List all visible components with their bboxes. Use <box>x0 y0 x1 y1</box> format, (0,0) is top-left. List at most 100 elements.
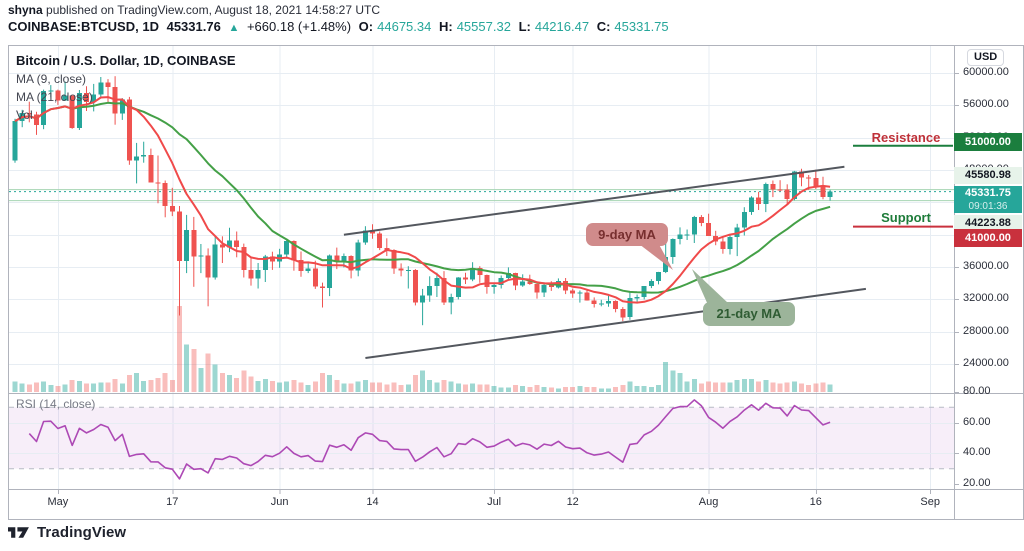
time-tick-label: 12 <box>566 496 579 508</box>
currency-unit-button[interactable]: USD <box>967 49 1005 66</box>
volume-bar <box>613 386 619 392</box>
volume-bar <box>813 383 819 392</box>
candle-body <box>91 94 97 103</box>
ma9-callout[interactable]: 9-day MA <box>586 223 668 246</box>
candle-body <box>570 290 576 294</box>
volume-bar <box>684 381 690 392</box>
candle-body <box>463 277 468 280</box>
chart-legend: Bitcoin / U.S. Dollar, 1D, COINBASE MA (… <box>16 52 236 124</box>
volume-bar <box>634 386 640 392</box>
volume-bar <box>827 384 833 392</box>
trendline-upper[interactable] <box>343 165 845 236</box>
volume-bar <box>291 380 297 392</box>
volume-bar <box>141 380 147 392</box>
candle-body <box>749 197 754 213</box>
candle-body <box>827 191 833 197</box>
candle-body <box>520 281 526 286</box>
volume-bar <box>541 386 547 392</box>
volume-bar <box>84 383 89 392</box>
volume-bar <box>548 387 554 392</box>
candle-body <box>212 244 218 278</box>
volume-bar <box>26 384 32 392</box>
candles-layer <box>12 76 833 326</box>
candle-body <box>477 267 483 275</box>
volume-bar <box>148 380 154 392</box>
candle-body <box>741 212 747 228</box>
legend-ma21[interactable]: MA (21, close) <box>16 90 93 104</box>
candle-body <box>656 271 661 282</box>
trendline-lower[interactable] <box>365 287 867 359</box>
volume-bar <box>791 381 797 392</box>
volume-bar <box>12 381 18 392</box>
volume-bar <box>555 388 561 392</box>
up-arrow-icon: ▲ <box>228 22 240 34</box>
chart-frame: Bitcoin / U.S. Dollar, 1D, COINBASE MA (… <box>8 45 1024 520</box>
candle-body <box>320 286 325 289</box>
high-label: H: <box>438 19 453 34</box>
candle-body <box>191 229 197 257</box>
candle-body <box>34 114 39 126</box>
volume-bar <box>763 380 769 392</box>
open-label: O: <box>358 19 374 34</box>
volume-bar <box>341 383 347 392</box>
volume-bar <box>584 386 590 392</box>
price-change: +660.18 (+1.48%) <box>246 19 352 34</box>
volume-bar <box>241 370 247 392</box>
candle-body <box>606 301 611 304</box>
price-chart[interactable] <box>9 46 1023 519</box>
ma21-callout[interactable]: 21-day MA <box>703 302 795 326</box>
candle-body <box>119 99 125 114</box>
legend-volume[interactable]: Vol <box>16 108 33 122</box>
candle-body <box>198 255 204 257</box>
legend-ma9[interactable]: MA (9, close) <box>16 72 87 86</box>
last-price: 45331.76 <box>166 19 221 34</box>
candle-body <box>763 183 769 204</box>
volume-bar <box>441 380 447 392</box>
level-lines-layer <box>9 189 954 202</box>
candle-body <box>284 240 290 255</box>
support-price-badge: 41000.00 <box>954 229 1022 247</box>
volume-bar <box>255 380 261 392</box>
candle-body <box>698 216 704 223</box>
volume-bar <box>741 379 747 392</box>
candle-body <box>48 90 54 92</box>
candle-body <box>62 95 68 101</box>
candle-body <box>791 171 797 200</box>
volume-bar <box>305 385 311 392</box>
rsi-tick-label: 20.00 <box>963 477 991 489</box>
last-price-value: 45331.75 <box>965 187 1011 199</box>
price-tick-label: 32000.00 <box>963 292 1009 305</box>
volume-bar <box>570 386 576 392</box>
volume-bar <box>134 373 140 392</box>
candle-body <box>584 292 590 301</box>
volume-bar <box>577 386 583 392</box>
candle-body <box>334 255 340 262</box>
candle-body <box>756 197 762 204</box>
volume-bar <box>427 380 433 392</box>
volume-bar <box>534 385 540 392</box>
volume-bar <box>76 380 82 392</box>
candle-body <box>577 292 583 294</box>
rsi-pane-layer <box>9 406 954 470</box>
volume-bar <box>698 383 704 392</box>
candle-body <box>12 121 18 161</box>
volume-bar <box>284 381 290 392</box>
volume-bar <box>227 374 232 392</box>
candle-body <box>69 95 75 128</box>
symbol-info-line: COINBASE:BTCUSD, 1D 45331.76 ▲ +660.18 (… <box>8 19 673 36</box>
candle-body <box>441 277 447 303</box>
time-axis[interactable]: May 17 Jun 14 Jul 12 Aug 16 Sep <box>9 489 954 519</box>
volume-bar <box>41 381 47 392</box>
candle-body <box>169 205 175 212</box>
symbol-name: COINBASE:BTCUSD, 1D <box>8 19 159 34</box>
candle-body <box>806 177 812 179</box>
tradingview-logo[interactable]: TradingView <box>8 524 126 541</box>
candle-body <box>248 269 254 279</box>
time-tick-label: 16 <box>809 496 822 508</box>
candle-body <box>727 237 733 250</box>
candle-body <box>105 82 111 88</box>
volume-bar <box>119 383 125 392</box>
legend-rsi[interactable]: RSI (14, close) <box>16 397 96 411</box>
candle-body <box>312 268 318 287</box>
price-scale[interactable]: 20.00 40.00 60.00 80.00 24000.00 28000.00 3200… <box>954 46 1023 519</box>
